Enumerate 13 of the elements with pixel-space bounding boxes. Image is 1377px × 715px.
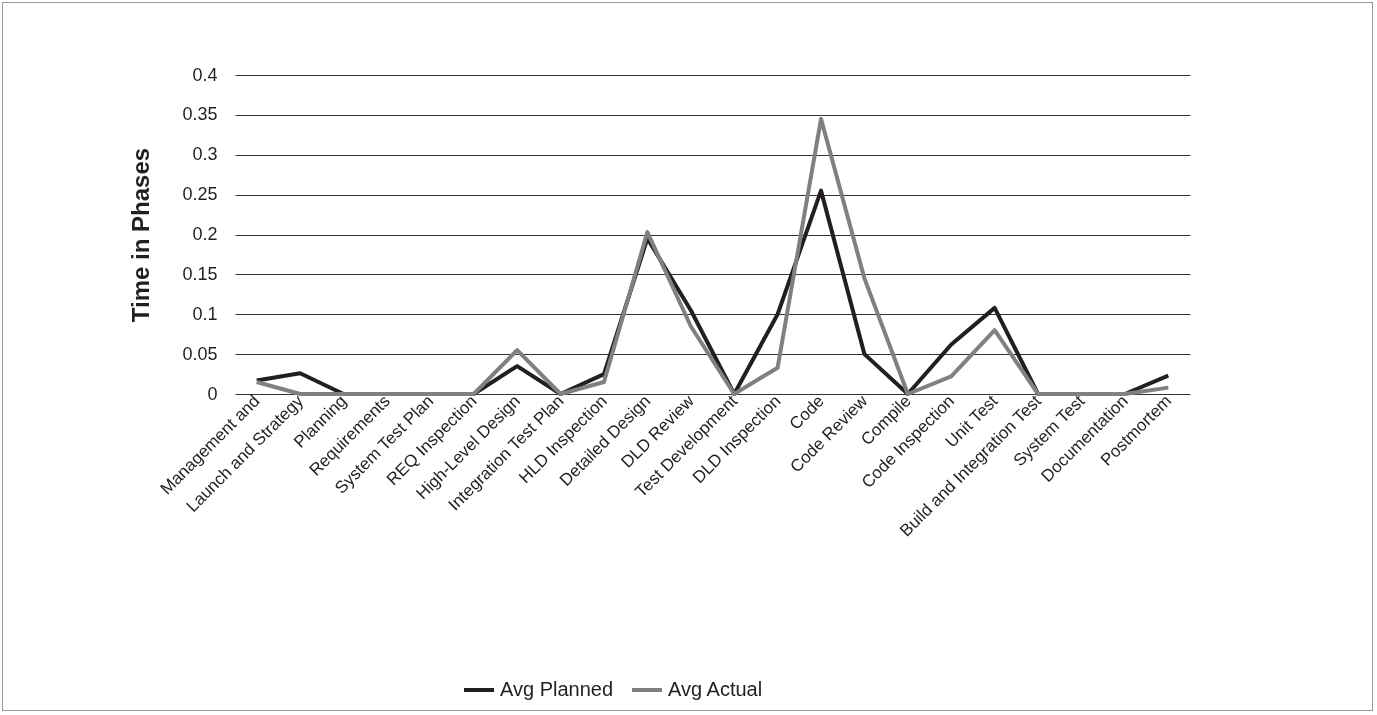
legend-label: Avg Actual [668, 678, 763, 700]
y-tick-label: 0.05 [182, 343, 218, 364]
y-tick-label: 0.25 [182, 184, 218, 205]
y-tick-label: 0.2 [192, 224, 218, 244]
y-tick-label: 0.1 [192, 303, 218, 324]
y-tick-label: 0.15 [182, 263, 218, 284]
y-tick-label: 0.35 [182, 104, 218, 125]
y-axis-title: Time in Phases [127, 147, 155, 323]
y-tick-label: 0.3 [192, 144, 218, 165]
y-tick-label: 0.4 [192, 64, 218, 85]
y-tick-label: 0 [207, 383, 218, 404]
line-series [254, 116, 1171, 396]
legend-label: Avg Planned [500, 678, 614, 700]
